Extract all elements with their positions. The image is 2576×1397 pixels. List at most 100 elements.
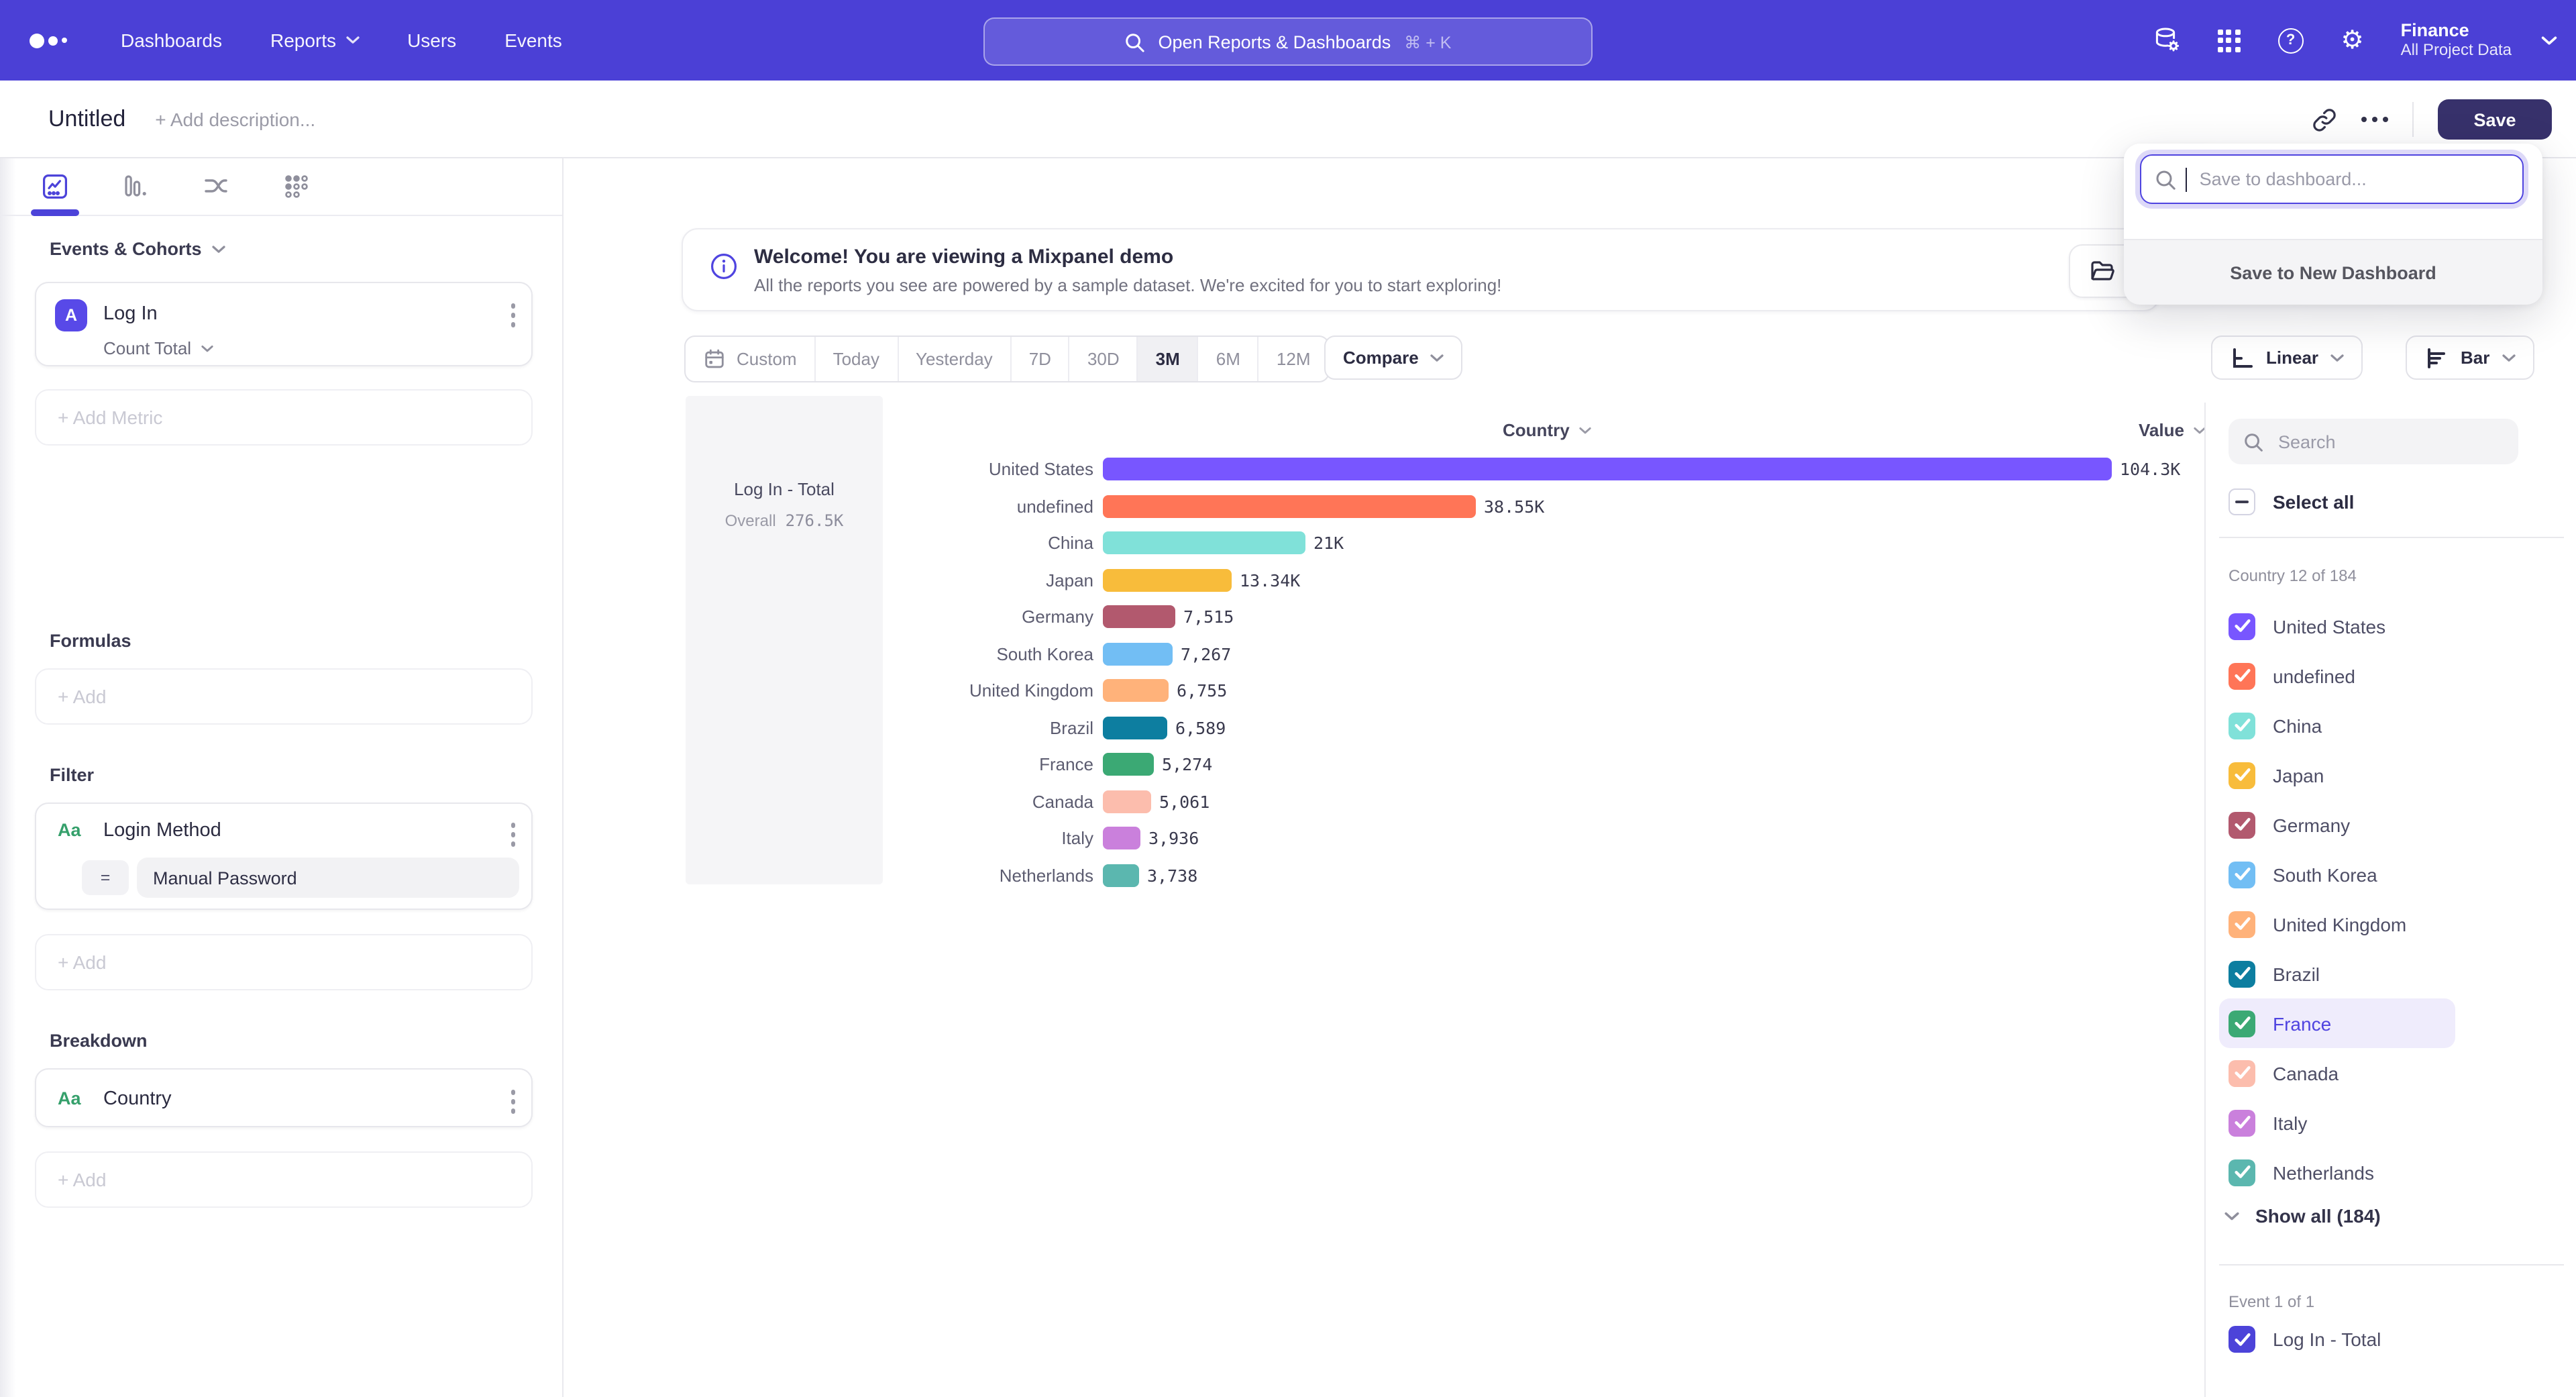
country-checkbox[interactable] [2229,911,2255,937]
chevron-down-icon [2224,1211,2239,1220]
country-item-brazil[interactable]: Brazil [2219,949,2455,998]
column-header-country[interactable]: Country [1503,420,1591,440]
add-description[interactable]: + Add description... [155,108,316,130]
aggregation-selector[interactable]: Count Total [103,338,213,358]
country-checkbox[interactable] [2229,762,2255,788]
date-range-7d[interactable]: 7D [1010,337,1069,381]
date-range-12m[interactable]: 12M [1257,337,1328,381]
metric-card-log-in[interactable]: A Log In Count Total [35,282,533,366]
column-header-value[interactable]: Value [2139,420,2206,440]
date-range-30d[interactable]: 30D [1068,337,1137,381]
bar-segment[interactable] [1103,568,1232,592]
copy-link-icon[interactable] [2312,107,2337,132]
data-management-icon[interactable] [2151,24,2184,56]
nav-link-users[interactable]: Users [407,30,457,51]
chevron-down-icon[interactable] [2541,36,2557,45]
chart-type-selector[interactable]: Bar [2406,335,2534,380]
show-all-toggle[interactable]: Show all (184) [2224,1205,2381,1227]
breakdown-property-name[interactable]: Country [103,1088,172,1110]
date-range-today[interactable]: Today [814,337,897,381]
tab-retention[interactable] [282,172,311,201]
series-search-input[interactable] [2275,430,2504,453]
bar-segment[interactable] [1103,864,1139,887]
country-item-south-korea[interactable]: South Korea [2219,849,2455,899]
select-all-row[interactable]: Select all [2229,488,2354,515]
event-summary-cell[interactable]: Log In - Total Overall 276.5K [686,396,883,884]
country-item-united-kingdom[interactable]: United Kingdom [2219,899,2455,949]
event-series-row[interactable]: Log In - Total [2229,1326,2381,1353]
event-series-checkbox[interactable] [2229,1326,2255,1353]
country-item-undefined[interactable]: undefined [2219,651,2455,701]
save-to-new-dashboard-button[interactable]: Save to New Dashboard [2124,239,2542,305]
add-breakdown-button[interactable]: + Add [35,1151,533,1208]
bar-segment[interactable] [1103,531,1305,555]
bar-segment[interactable] [1103,716,1167,739]
events-section-heading[interactable]: Events & Cohorts [50,239,226,259]
event-letter-badge: A [55,299,87,331]
select-all-checkbox[interactable] [2229,488,2255,515]
country-item-netherlands[interactable]: Netherlands [2219,1147,2455,1197]
bar-segment[interactable] [1103,679,1169,703]
bar-segment[interactable] [1103,605,1175,629]
breakdown-card-country[interactable]: Aa Country [35,1068,533,1127]
country-checkbox[interactable] [2229,1109,2255,1136]
metric-kebab-icon[interactable] [511,303,515,327]
date-range-yesterday[interactable]: Yesterday [897,337,1010,381]
country-item-italy[interactable]: Italy [2219,1098,2455,1147]
date-range-6m[interactable]: 6M [1197,337,1258,381]
country-item-united-states[interactable]: United States [2219,601,2455,651]
country-item-germany[interactable]: Germany [2219,800,2455,849]
tab-funnels[interactable] [121,172,150,201]
country-item-china[interactable]: China [2219,701,2455,750]
add-filter-button[interactable]: + Add [35,934,533,990]
country-checkbox[interactable] [2229,662,2255,689]
global-search-button[interactable]: Open Reports & Dashboards ⌘ + K [983,17,1593,66]
add-formula-button[interactable]: + Add [35,668,533,725]
report-title[interactable]: Untitled [48,105,126,131]
filter-value[interactable]: Manual Password [137,858,519,898]
apps-grid-icon[interactable] [2213,24,2245,56]
date-range-3m[interactable]: 3M [1136,337,1197,381]
date-range-custom[interactable]: Custom [686,337,814,381]
chart-scale-selector[interactable]: Linear [2211,335,2363,380]
bar-segment[interactable] [1103,458,2112,481]
save-button[interactable]: Save [2438,99,2552,140]
country-checkbox[interactable] [2229,712,2255,739]
tab-flows[interactable] [201,172,231,201]
nav-link-reports[interactable]: Reports [270,30,359,51]
country-item-france[interactable]: France [2219,998,2455,1048]
breakdown-kebab-icon[interactable] [511,1090,515,1113]
series-search-field[interactable] [2229,419,2518,464]
settings-gear-icon[interactable]: ⚙ [2341,26,2364,54]
country-checkbox[interactable] [2229,1159,2255,1186]
bar-segment[interactable] [1103,753,1154,776]
country-checkbox[interactable] [2229,613,2255,639]
more-options-icon[interactable] [2361,117,2388,122]
filter-card-login-method[interactable]: Aa Login Method = Manual Password [35,803,533,910]
mixpanel-logo-icon[interactable] [30,33,67,48]
project-switcher[interactable]: Finance All Project Data [2401,21,2512,60]
country-checkbox[interactable] [2229,1059,2255,1086]
bar-segment[interactable] [1103,642,1173,666]
bar-segment[interactable] [1103,495,1476,518]
compare-button[interactable]: Compare [1324,335,1463,380]
help-icon[interactable]: ? [2275,24,2307,56]
filter-property-name[interactable]: Login Method [103,820,221,841]
nav-link-dashboards[interactable]: Dashboards [121,30,222,51]
bar-segment[interactable] [1103,827,1140,850]
metric-event-name[interactable]: Log In [103,303,158,325]
bar-segment[interactable] [1103,790,1151,813]
country-item-japan[interactable]: Japan [2219,750,2455,800]
country-item-canada[interactable]: Canada [2219,1048,2455,1098]
save-dashboard-search-field[interactable] [2140,154,2524,204]
country-checkbox[interactable] [2229,811,2255,838]
tab-insights[interactable] [31,172,79,216]
nav-link-events[interactable]: Events [504,30,562,51]
country-checkbox[interactable] [2229,960,2255,987]
save-dashboard-search-input[interactable] [2196,168,2509,191]
filter-operator[interactable]: = [82,860,129,895]
add-metric-button[interactable]: + Add Metric [35,389,533,446]
country-checkbox[interactable] [2229,1010,2255,1037]
country-checkbox[interactable] [2229,861,2255,888]
filter-kebab-icon[interactable] [511,823,515,846]
